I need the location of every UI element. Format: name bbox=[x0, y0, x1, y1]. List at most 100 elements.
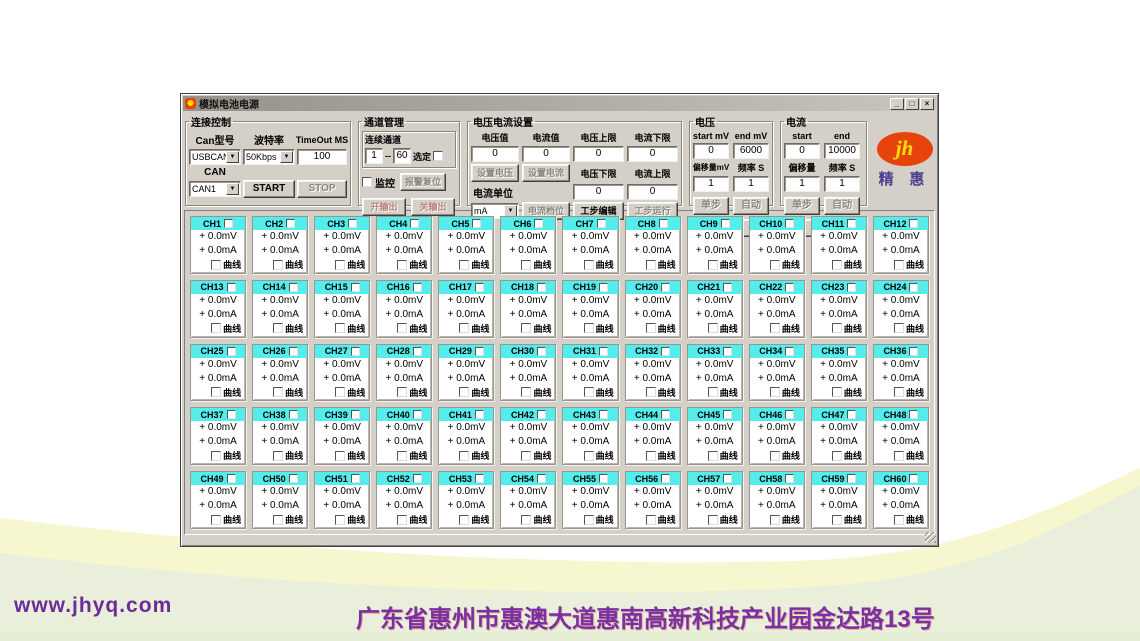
curve-checkbox[interactable] bbox=[769, 259, 780, 270]
curve-checkbox[interactable] bbox=[335, 323, 346, 334]
curve-checkbox[interactable] bbox=[459, 514, 470, 525]
curve-checkbox[interactable] bbox=[459, 323, 470, 334]
channel-select-checkbox[interactable] bbox=[847, 410, 857, 420]
channel-select-checkbox[interactable] bbox=[226, 282, 236, 292]
channel-select-checkbox[interactable] bbox=[785, 346, 795, 356]
baud-select[interactable]: 50Kbps ▼ bbox=[243, 149, 295, 165]
curve-checkbox[interactable] bbox=[583, 323, 594, 334]
curve-checkbox[interactable] bbox=[645, 259, 656, 270]
curve-checkbox[interactable] bbox=[831, 323, 842, 334]
channel-select-checkbox[interactable] bbox=[847, 282, 857, 292]
vsweep-start-input[interactable]: 0 bbox=[693, 143, 729, 159]
alarm-reset-button[interactable]: 报警复位 bbox=[400, 173, 446, 191]
channel-select-checkbox[interactable] bbox=[785, 219, 795, 228]
curve-checkbox[interactable] bbox=[707, 387, 718, 398]
current-lower-input[interactable]: 0 bbox=[627, 146, 678, 162]
curve-checkbox[interactable] bbox=[769, 387, 780, 398]
channel-select-checkbox[interactable] bbox=[288, 282, 298, 292]
channel-select-checkbox[interactable] bbox=[472, 219, 482, 228]
channel-select-checkbox[interactable] bbox=[909, 410, 919, 420]
channel-from-input[interactable]: 1 bbox=[365, 148, 383, 164]
channel-select-checkbox[interactable] bbox=[288, 346, 298, 356]
curve-checkbox[interactable] bbox=[335, 387, 346, 398]
curve-checkbox[interactable] bbox=[211, 259, 222, 270]
channel-select-checkbox[interactable] bbox=[723, 346, 733, 356]
vsweep-offset-input[interactable]: 1 bbox=[693, 176, 729, 192]
curve-checkbox[interactable] bbox=[273, 387, 284, 398]
curve-checkbox[interactable] bbox=[645, 323, 656, 334]
channel-select-checkbox[interactable] bbox=[909, 219, 919, 228]
current-upper-input[interactable]: 0 bbox=[627, 184, 678, 200]
curve-checkbox[interactable] bbox=[397, 450, 408, 461]
vsweep-auto-button[interactable]: 自动 bbox=[733, 197, 769, 215]
channel-select-checkbox[interactable] bbox=[474, 410, 484, 420]
channel-select-checkbox[interactable] bbox=[658, 219, 668, 228]
channel-select-checkbox[interactable] bbox=[226, 346, 236, 356]
channel-select-checkbox[interactable] bbox=[410, 219, 420, 228]
isweep-start-input[interactable]: 0 bbox=[784, 143, 820, 159]
curve-checkbox[interactable] bbox=[893, 387, 904, 398]
curve-checkbox[interactable] bbox=[273, 514, 284, 525]
curve-checkbox[interactable] bbox=[273, 323, 284, 334]
channel-select-checkbox[interactable] bbox=[661, 410, 671, 420]
open-output-button[interactable]: 开输出 bbox=[362, 198, 406, 216]
curve-checkbox[interactable] bbox=[893, 323, 904, 334]
channel-select-checkbox[interactable] bbox=[224, 219, 234, 228]
maximize-button[interactable]: □ bbox=[905, 97, 919, 110]
channel-to-input[interactable]: 60 bbox=[393, 148, 411, 164]
channel-select-checkbox[interactable] bbox=[847, 474, 857, 484]
curve-checkbox[interactable] bbox=[335, 450, 346, 461]
curve-checkbox[interactable] bbox=[831, 514, 842, 525]
channel-select-checkbox[interactable] bbox=[474, 346, 484, 356]
channel-select-checkbox[interactable] bbox=[723, 410, 733, 420]
channel-select-checkbox[interactable] bbox=[226, 474, 236, 484]
close-button[interactable]: × bbox=[920, 97, 934, 110]
current-unit-select[interactable]: mA ▼ bbox=[471, 203, 519, 219]
curve-checkbox[interactable] bbox=[645, 514, 656, 525]
curve-checkbox[interactable] bbox=[273, 450, 284, 461]
isweep-offset-input[interactable]: 1 bbox=[784, 176, 820, 192]
set-voltage-button[interactable]: 设置电压 bbox=[471, 164, 519, 182]
curve-checkbox[interactable] bbox=[769, 514, 780, 525]
channel-select-checkbox[interactable] bbox=[350, 474, 360, 484]
curve-checkbox[interactable] bbox=[583, 259, 594, 270]
curve-checkbox[interactable] bbox=[769, 323, 780, 334]
close-output-button[interactable]: 关输出 bbox=[411, 198, 455, 216]
channel-select-checkbox[interactable] bbox=[661, 346, 671, 356]
channel-select-checkbox[interactable] bbox=[536, 282, 546, 292]
curve-checkbox[interactable] bbox=[707, 323, 718, 334]
channel-select-checkbox[interactable] bbox=[350, 282, 360, 292]
voltage-lower-input[interactable]: 0 bbox=[573, 184, 624, 200]
channel-select-checkbox[interactable] bbox=[785, 410, 795, 420]
curve-checkbox[interactable] bbox=[397, 387, 408, 398]
curve-checkbox[interactable] bbox=[583, 514, 594, 525]
channel-select-checkbox[interactable] bbox=[536, 410, 546, 420]
channel-select-checkbox[interactable] bbox=[785, 282, 795, 292]
curve-checkbox[interactable] bbox=[397, 323, 408, 334]
current-value-input[interactable]: 0 bbox=[522, 146, 570, 162]
voltage-value-input[interactable]: 0 bbox=[471, 146, 519, 162]
channel-select-checkbox[interactable] bbox=[599, 410, 609, 420]
channel-select-checkbox[interactable] bbox=[474, 282, 484, 292]
curve-checkbox[interactable] bbox=[397, 514, 408, 525]
footer-url[interactable]: www.jhyq.com bbox=[14, 594, 173, 617]
start-button[interactable]: START bbox=[243, 180, 295, 198]
curve-checkbox[interactable] bbox=[707, 514, 718, 525]
curve-checkbox[interactable] bbox=[273, 259, 284, 270]
curve-checkbox[interactable] bbox=[769, 450, 780, 461]
curve-checkbox[interactable] bbox=[521, 323, 532, 334]
curve-checkbox[interactable] bbox=[211, 450, 222, 461]
channel-select-checkbox[interactable] bbox=[412, 474, 422, 484]
curve-checkbox[interactable] bbox=[459, 259, 470, 270]
channel-select-checkbox[interactable] bbox=[350, 410, 360, 420]
curve-checkbox[interactable] bbox=[583, 450, 594, 461]
channel-select-checkbox[interactable] bbox=[599, 346, 609, 356]
channel-select-checkbox[interactable] bbox=[286, 219, 296, 228]
curve-checkbox[interactable] bbox=[583, 387, 594, 398]
channel-select-checkbox[interactable] bbox=[350, 346, 360, 356]
curve-checkbox[interactable] bbox=[211, 387, 222, 398]
channel-select-checkbox[interactable] bbox=[909, 346, 919, 356]
resize-grip[interactable] bbox=[925, 532, 936, 543]
voltage-upper-input[interactable]: 0 bbox=[573, 146, 624, 162]
curve-checkbox[interactable] bbox=[397, 259, 408, 270]
